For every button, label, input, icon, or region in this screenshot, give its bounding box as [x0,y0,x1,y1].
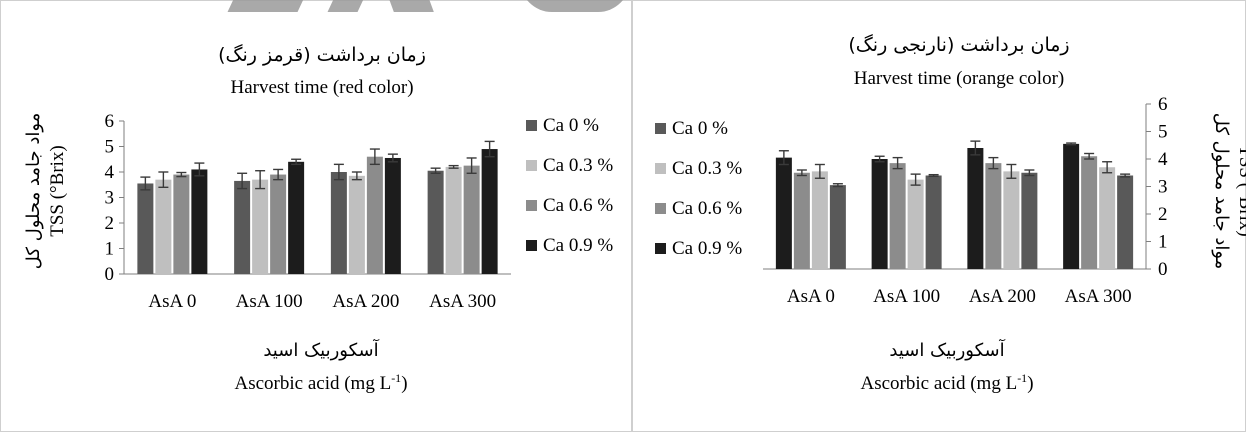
bar [481,149,498,274]
y-axis-label-fa: مواد جامد محلول کل [1211,113,1232,270]
bar [793,172,810,269]
legend-label: Ca 0 % [543,115,599,136]
x-tick-label: AsA 200 [969,286,1036,307]
legend-swatch [655,203,666,214]
x-tick-label: AsA 300 [429,291,496,312]
bar [985,163,1002,269]
legend-swatch [526,120,537,131]
chart-red-svg: زمان برداشت (قرمز رنگ) Harvest time (red … [23,44,613,394]
bar [871,159,888,269]
bar [1099,167,1116,269]
y-tick-label: 1 [105,239,115,260]
chart-subtitle: Harvest time (red color) [230,77,413,98]
y-tick-label: 0 [1158,259,1168,280]
bar [270,174,287,274]
chart-subtitle: Harvest time (orange color) [854,68,1065,89]
bar [252,179,269,274]
x-axis-label: Ascorbic acid (mg L-1) [234,371,407,394]
y-tick-label: 4 [105,162,115,183]
x-tick-label: AsA 300 [1065,286,1132,307]
x-axis-label-fa: آسکوربیک اسید [889,338,1005,361]
bar [348,175,365,274]
y-tick-label: 5 [1158,122,1168,143]
y-tick-label: 6 [1158,94,1168,115]
chart-title: زمان برداشت (قرمز رنگ) [218,44,426,66]
bar [155,179,172,274]
bar [829,185,846,269]
bar [1003,171,1020,269]
legend-swatch [526,200,537,211]
chart-orange-svg: زمان برداشت (نارنجی رنگ) Harvest time (or… [655,34,1246,394]
watermark-shape [520,0,630,12]
y-tick-label: 2 [1158,204,1168,225]
bar [366,156,383,274]
x-axis-label: Ascorbic acid (mg L-1) [860,371,1033,394]
legend-label: Ca 0.9 % [672,238,742,259]
legend-swatch [526,160,537,171]
x-tick-label: AsA 0 [148,291,196,312]
bar [288,161,305,274]
bar [967,148,984,269]
x-axis-label-fa: آسکوربیک اسید [263,338,379,361]
legend-label: Ca 0.6 % [672,198,742,219]
y-tick-label: 3 [105,188,115,209]
y-tick-label: 4 [1158,149,1168,170]
legend-swatch [655,123,666,134]
y-axis-label: TSS (°Brix) [1235,145,1246,237]
y-tick-label: 6 [105,111,115,132]
y-tick-label: 0 [105,264,115,285]
y-tick-label: 5 [105,137,115,158]
bar [889,163,906,269]
bar [173,174,190,274]
bar [907,179,924,269]
bar [1081,156,1098,269]
legend-label: Ca 0.3 % [543,155,613,176]
legend-swatch [655,243,666,254]
legend-label: Ca 0.3 % [672,158,742,179]
bar [137,183,154,274]
bar [445,166,462,274]
bar [427,170,444,274]
bar [775,157,792,269]
x-tick-label: AsA 100 [236,291,303,312]
y-tick-label: 2 [105,213,115,234]
chart-panel-red: زمان برداشت (قرمز رنگ) Harvest time (red … [0,0,632,432]
x-tick-label: AsA 100 [873,286,940,307]
legend-label: Ca 0.9 % [543,235,613,256]
bar [1063,143,1080,269]
bar [234,180,251,274]
x-tick-label: AsA 0 [787,286,835,307]
bar [1021,172,1038,269]
x-tick-label: AsA 200 [332,291,399,312]
legend-swatch [526,240,537,251]
bar [191,169,208,274]
y-axis-label-fa: مواد جامد محلول کل [23,113,44,270]
y-tick-label: 1 [1158,232,1168,253]
bar [384,157,401,274]
y-tick-label: 3 [1158,177,1168,198]
legend-swatch [655,163,666,174]
y-axis-label: TSS (°Brix) [47,145,68,237]
bar [811,171,828,269]
bar [463,165,480,274]
bar [925,175,942,269]
chart-title: زمان برداشت (نارنجی رنگ) [848,34,1069,56]
legend-label: Ca 0.6 % [543,195,613,216]
chart-panel-orange: زمان برداشت (نارنجی رنگ) Harvest time (or… [632,0,1246,432]
bar [330,172,347,274]
legend-label: Ca 0 % [672,118,728,139]
bar [1117,175,1134,269]
